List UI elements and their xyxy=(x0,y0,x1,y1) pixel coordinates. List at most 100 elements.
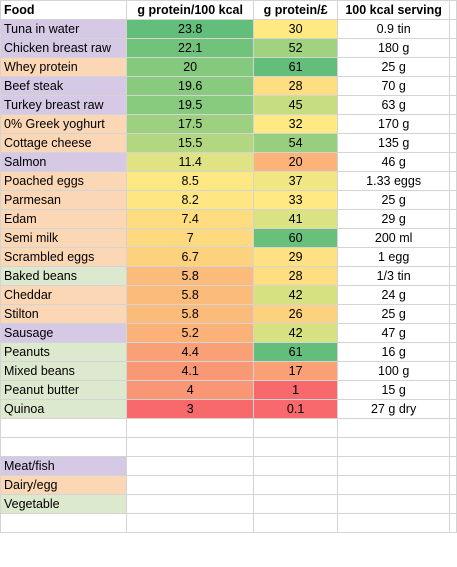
protein-per-gbp-cell[interactable]: 61 xyxy=(252,57,339,77)
empty-cell[interactable] xyxy=(337,494,450,514)
protein-per-gbp-cell[interactable]: 60 xyxy=(252,228,339,248)
protein-per-kcal-cell[interactable]: 3 xyxy=(126,399,254,419)
protein-per-gbp-cell[interactable]: 33 xyxy=(252,190,339,210)
protein-per-kcal-cell[interactable]: 7 xyxy=(126,228,254,248)
protein-per-gbp-cell[interactable]: 20 xyxy=(252,152,339,172)
protein-per-kcal-cell[interactable]: 5.8 xyxy=(126,266,254,286)
protein-per-kcal-cell[interactable]: 4.1 xyxy=(126,361,254,381)
food-cell[interactable]: Chicken breast raw xyxy=(0,38,128,58)
empty-cell[interactable] xyxy=(448,0,457,20)
empty-cell[interactable] xyxy=(337,418,450,438)
protein-per-gbp-cell[interactable]: 41 xyxy=(252,209,339,229)
food-cell[interactable]: Edam xyxy=(0,209,128,229)
empty-cell[interactable] xyxy=(448,323,457,343)
header-protein-per-gbp[interactable]: g protein/£ xyxy=(252,0,339,20)
protein-per-gbp-cell[interactable]: 28 xyxy=(252,266,339,286)
food-cell[interactable]: Peanut butter xyxy=(0,380,128,400)
empty-cell[interactable] xyxy=(448,437,457,457)
food-cell[interactable]: Peanuts xyxy=(0,342,128,362)
legend-label[interactable]: Vegetable xyxy=(0,494,128,514)
protein-per-gbp-cell[interactable]: 45 xyxy=(252,95,339,115)
food-cell[interactable]: Sausage xyxy=(0,323,128,343)
serving-cell[interactable]: 27 g dry xyxy=(337,399,450,419)
protein-per-gbp-cell[interactable]: 17 xyxy=(252,361,339,381)
empty-cell[interactable] xyxy=(337,513,450,533)
protein-per-gbp-cell[interactable]: 1 xyxy=(252,380,339,400)
protein-per-kcal-cell[interactable]: 5.8 xyxy=(126,304,254,324)
serving-cell[interactable]: 180 g xyxy=(337,38,450,58)
empty-cell[interactable] xyxy=(252,418,339,438)
empty-cell[interactable] xyxy=(448,19,457,39)
empty-cell[interactable] xyxy=(126,418,254,438)
empty-cell[interactable] xyxy=(337,475,450,495)
protein-per-kcal-cell[interactable]: 15.5 xyxy=(126,133,254,153)
empty-cell[interactable] xyxy=(448,342,457,362)
food-cell[interactable]: Turkey breast raw xyxy=(0,95,128,115)
header-food[interactable]: Food xyxy=(0,0,128,20)
serving-cell[interactable]: 1.33 eggs xyxy=(337,171,450,191)
food-cell[interactable]: Stilton xyxy=(0,304,128,324)
food-cell[interactable]: Whey protein xyxy=(0,57,128,77)
protein-per-gbp-cell[interactable]: 54 xyxy=(252,133,339,153)
header-serving[interactable]: 100 kcal serving xyxy=(337,0,450,20)
serving-cell[interactable]: 24 g xyxy=(337,285,450,305)
empty-cell[interactable] xyxy=(252,475,339,495)
serving-cell[interactable]: 25 g xyxy=(337,57,450,77)
protein-per-kcal-cell[interactable]: 5.2 xyxy=(126,323,254,343)
empty-cell[interactable] xyxy=(448,209,457,229)
empty-cell[interactable] xyxy=(448,114,457,134)
protein-per-kcal-cell[interactable]: 19.5 xyxy=(126,95,254,115)
protein-per-gbp-cell[interactable]: 28 xyxy=(252,76,339,96)
protein-per-kcal-cell[interactable]: 7.4 xyxy=(126,209,254,229)
food-cell[interactable]: Baked beans xyxy=(0,266,128,286)
protein-per-kcal-cell[interactable]: 22.1 xyxy=(126,38,254,58)
food-cell[interactable]: Mixed beans xyxy=(0,361,128,381)
empty-cell[interactable] xyxy=(448,361,457,381)
empty-cell[interactable] xyxy=(448,38,457,58)
empty-cell[interactable] xyxy=(448,494,457,514)
protein-per-gbp-cell[interactable]: 30 xyxy=(252,19,339,39)
protein-per-kcal-cell[interactable]: 19.6 xyxy=(126,76,254,96)
empty-cell[interactable] xyxy=(448,133,457,153)
empty-cell[interactable] xyxy=(126,456,254,476)
empty-cell[interactable] xyxy=(252,456,339,476)
legend-label[interactable]: Meat/fish xyxy=(0,456,128,476)
empty-cell[interactable] xyxy=(448,228,457,248)
food-cell[interactable]: Parmesan xyxy=(0,190,128,210)
empty-cell[interactable] xyxy=(126,494,254,514)
serving-cell[interactable]: 47 g xyxy=(337,323,450,343)
serving-cell[interactable]: 15 g xyxy=(337,380,450,400)
empty-cell[interactable] xyxy=(0,513,128,533)
protein-per-kcal-cell[interactable]: 11.4 xyxy=(126,152,254,172)
serving-cell[interactable]: 70 g xyxy=(337,76,450,96)
protein-per-kcal-cell[interactable]: 8.5 xyxy=(126,171,254,191)
legend-label[interactable]: Dairy/egg xyxy=(0,475,128,495)
empty-cell[interactable] xyxy=(448,57,457,77)
empty-cell[interactable] xyxy=(337,456,450,476)
protein-per-gbp-cell[interactable]: 29 xyxy=(252,247,339,267)
serving-cell[interactable]: 25 g xyxy=(337,190,450,210)
empty-cell[interactable] xyxy=(448,247,457,267)
empty-cell[interactable] xyxy=(126,437,254,457)
food-cell[interactable]: Salmon xyxy=(0,152,128,172)
empty-cell[interactable] xyxy=(448,171,457,191)
empty-cell[interactable] xyxy=(448,95,457,115)
empty-cell[interactable] xyxy=(0,437,128,457)
protein-per-gbp-cell[interactable]: 52 xyxy=(252,38,339,58)
serving-cell[interactable]: 46 g xyxy=(337,152,450,172)
header-protein-per-kcal[interactable]: g protein/100 kcal xyxy=(126,0,254,20)
empty-cell[interactable] xyxy=(448,418,457,438)
serving-cell[interactable]: 25 g xyxy=(337,304,450,324)
protein-per-kcal-cell[interactable]: 17.5 xyxy=(126,114,254,134)
protein-per-gbp-cell[interactable]: 32 xyxy=(252,114,339,134)
protein-per-kcal-cell[interactable]: 5.8 xyxy=(126,285,254,305)
protein-per-kcal-cell[interactable]: 23.8 xyxy=(126,19,254,39)
food-cell[interactable]: 0% Greek yoghurt xyxy=(0,114,128,134)
serving-cell[interactable]: 16 g xyxy=(337,342,450,362)
serving-cell[interactable]: 1 egg xyxy=(337,247,450,267)
empty-cell[interactable] xyxy=(448,304,457,324)
empty-cell[interactable] xyxy=(448,190,457,210)
empty-cell[interactable] xyxy=(448,475,457,495)
serving-cell[interactable]: 63 g xyxy=(337,95,450,115)
food-cell[interactable]: Cottage cheese xyxy=(0,133,128,153)
